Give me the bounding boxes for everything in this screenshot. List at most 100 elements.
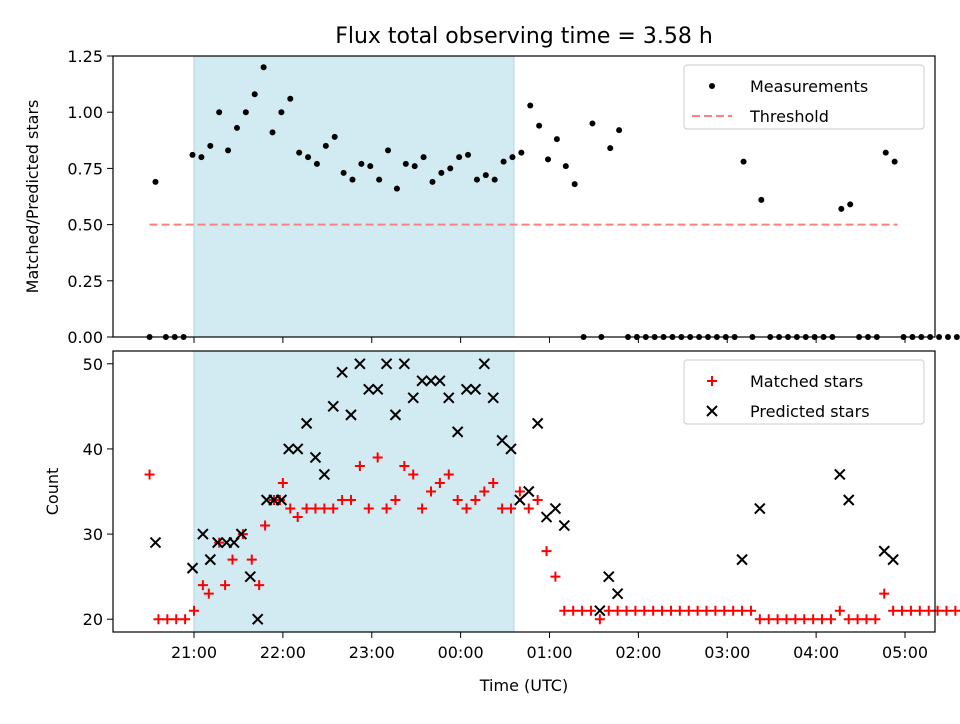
measurement-point [518, 149, 525, 156]
measurement-point [953, 334, 960, 340]
measurement-point [545, 156, 552, 163]
predicted-star-point [197, 528, 209, 540]
legend-entry-label: Matched stars [750, 372, 863, 391]
matched-star-point [171, 614, 182, 625]
measurement-point [500, 158, 507, 165]
matched-star-point [781, 614, 792, 625]
matched-star-point [657, 605, 668, 616]
matched-star-point [505, 503, 516, 514]
measurement-point [260, 64, 267, 71]
predicted-star-point [371, 383, 384, 396]
predicted-star-point [523, 485, 535, 498]
top-panel: 0.00 0.25 0.50 0.75 1.00 1.25 Matched/Predicte… [23, 47, 960, 347]
measurement-point [491, 176, 498, 183]
predicted-star-point [531, 417, 544, 430]
measurement-point [322, 142, 329, 149]
matched-star-point [162, 614, 173, 625]
matched-star-point [254, 580, 265, 591]
matched-star-point [932, 605, 943, 616]
x-tick-label: 23:00 [349, 643, 395, 662]
y-tick-label: 1.25 [67, 47, 103, 66]
matched-star-point [603, 605, 614, 616]
predicted-star-point [434, 375, 446, 387]
x-tick-label: 01:00 [526, 643, 572, 662]
matched-star-point [274, 495, 285, 506]
matched-star-point [905, 605, 916, 616]
measurement-point [420, 154, 427, 161]
matched-star-point [612, 605, 623, 616]
measurement-point [411, 163, 418, 170]
matched-star-point [550, 571, 561, 582]
matched-star-point [914, 605, 925, 616]
predicted-star-point [389, 409, 402, 421]
matched-star-point [719, 605, 730, 616]
matched-star-point [541, 546, 552, 557]
matched-star-point [346, 495, 357, 506]
measurement-point [944, 334, 951, 340]
measurement-point [936, 334, 943, 340]
matched-star-point [728, 605, 739, 616]
x-tick-label: 00:00 [438, 643, 484, 662]
predicted-star-point [425, 375, 437, 387]
predicted-star-point [887, 553, 899, 566]
matched-star-point [337, 495, 348, 506]
matched-star-point [861, 614, 872, 625]
legend: Matched stars Predicted stars [683, 359, 925, 425]
matched-star-point [470, 495, 481, 506]
matched-star-point [408, 469, 419, 480]
measurement-point [447, 165, 454, 172]
matched-star-point [630, 605, 641, 616]
matched-star-point [301, 503, 312, 514]
measurement-point [482, 172, 489, 179]
measurement-point [349, 176, 356, 183]
predicted-star-point [327, 400, 339, 413]
matched-star-point [568, 605, 579, 616]
matched-star-point [197, 580, 208, 591]
y-tick-label: 0.50 [67, 216, 103, 235]
measurement-point [429, 178, 436, 185]
matched-star-point [737, 605, 748, 616]
measurement-point [313, 160, 320, 167]
matched-star-point [488, 477, 499, 488]
matched-star-point [772, 614, 783, 625]
predicted-star-point [204, 553, 217, 566]
measurement-point [340, 169, 347, 176]
measurement-point [251, 91, 258, 98]
x-tick-label: 02:00 [615, 643, 661, 662]
legend-box [683, 359, 925, 425]
matched-star-point [285, 503, 296, 514]
predicted-star-point [244, 570, 256, 583]
predicted-star-point [834, 468, 846, 481]
measurement-point [456, 154, 463, 161]
matched-star-point [328, 503, 339, 514]
measurement-point [331, 133, 338, 140]
matched-star-point [523, 503, 534, 514]
predicted-star-point [318, 468, 331, 481]
predicted-star-point [736, 553, 748, 566]
predicted-star-point [514, 494, 526, 506]
predicted-star-point [363, 383, 375, 396]
plot-frame [112, 350, 936, 633]
plot-frame [112, 55, 936, 338]
legend-entry-label: Predicted stars [750, 402, 870, 421]
y-tick-label: 50 [83, 355, 103, 374]
legend-predicted-marker [706, 405, 718, 417]
matched-star-point [452, 495, 463, 506]
matched-star-point [559, 605, 570, 616]
predicted-star-point [505, 443, 517, 455]
measurement-point [589, 120, 596, 127]
matched-star-point [941, 605, 952, 616]
measurement-point [740, 158, 747, 165]
matched-star-point [220, 580, 231, 591]
measurement-point [216, 109, 223, 116]
matched-star-point [203, 588, 214, 599]
predicted-star-point [380, 358, 393, 370]
matched-star-point [246, 554, 257, 565]
matched-star-point [237, 529, 248, 540]
matched-star-point [879, 588, 890, 599]
predicted-star-point [186, 562, 199, 574]
predicted-star-point [843, 494, 855, 506]
predicted-star-point [345, 409, 357, 421]
matched-star-point [227, 554, 238, 565]
